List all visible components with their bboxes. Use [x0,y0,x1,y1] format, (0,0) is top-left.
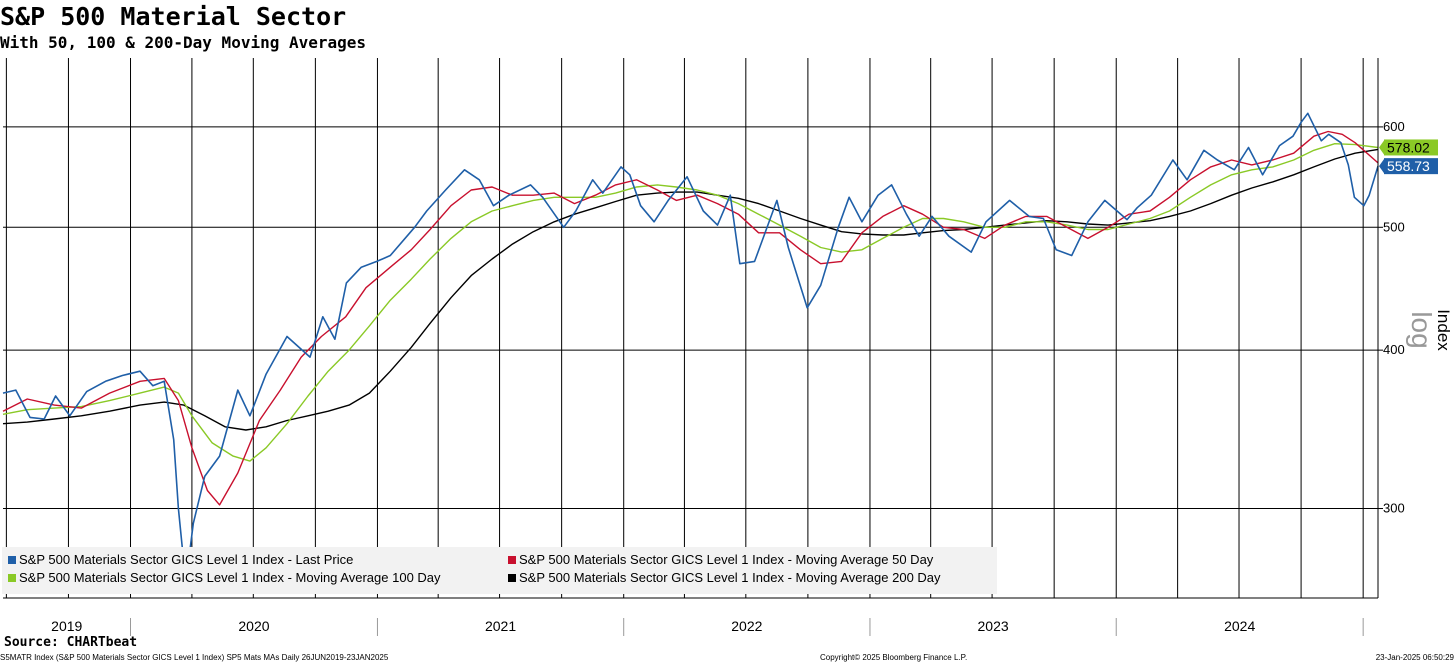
x-year-label: 2020 [238,618,269,634]
x-year-label: 2019 [51,618,82,634]
series-line-last-price [2,112,1379,584]
source-note: Source: CHARTbeat [4,635,138,650]
x-year-label: 2023 [978,618,1009,634]
last-price-value-label: 558.73 [1387,158,1430,174]
legend-label-ma-50: S&P 500 Materials Sector GICS Level 1 In… [519,552,934,567]
y-tick-label: 600 [1383,119,1405,134]
x-axis: 2019 2020 2021 2022 2023 2024 [3,597,1378,636]
footer-timestamp: 23-Jan-2025 06:50:29 [1375,653,1454,662]
y-tick-label: 500 [1383,219,1405,234]
y-axis-title: Index [1434,309,1453,351]
legend-label-ma-100: S&P 500 Materials Sector GICS Level 1 In… [19,570,441,585]
y-tick-label: 300 [1383,501,1405,516]
legend-swatch-ma-100 [8,574,16,582]
x-year-label: 2021 [485,618,516,634]
series-lines [2,112,1379,584]
x-year-label: 2022 [731,618,762,634]
legend-swatch-ma-200 [508,574,516,582]
ma100-last-value-pointer [1379,140,1384,155]
legend-label-last-price: S&P 500 Materials Sector GICS Level 1 In… [19,552,353,567]
ma100-last-value-box [1384,139,1438,156]
legend: S&P 500 Materials Sector GICS Level 1 In… [2,547,997,594]
series-line-ma-100 [2,142,1379,462]
legend-swatch-ma-50 [508,556,516,564]
chart-subtitle: With 50, 100 & 200-Day Moving Averages [0,33,367,52]
last-price-value-box [1384,158,1438,175]
series-line-ma-50 [2,130,1379,506]
legend-label-ma-200: S&P 500 Materials Sector GICS Level 1 In… [519,570,941,585]
legend-swatch-last-price [8,556,16,564]
last-price-value-pointer [1379,159,1384,174]
ma100-last-value-label: 578.02 [1387,139,1430,155]
footer-copyright: Copyright© 2025 Bloomberg Finance L.P. [820,653,968,662]
y-tick-label: 400 [1383,342,1405,357]
chart-title: S&P 500 Material Sector [0,2,347,31]
series-line-ma-200 [2,148,1379,431]
legend-box [2,547,997,594]
scale-label: log [1406,311,1437,348]
x-year-label: 2024 [1224,618,1255,634]
footer-index-info: S5MATR Index (S&P 500 Materials Sector G… [0,653,389,662]
grid [3,58,1378,598]
